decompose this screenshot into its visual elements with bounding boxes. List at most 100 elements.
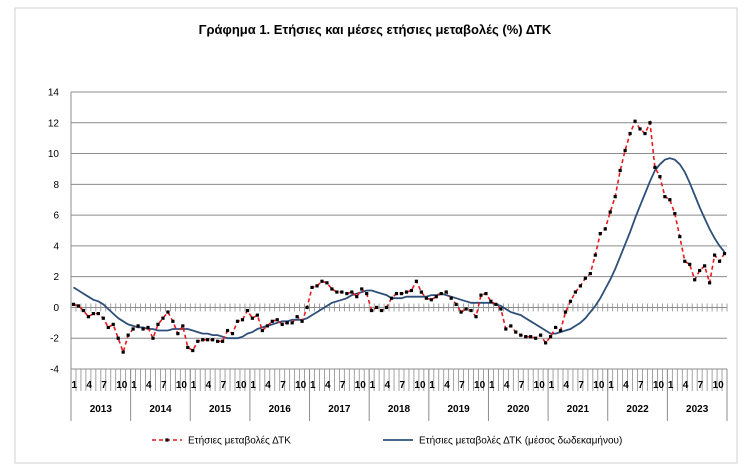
month-tick-label: 10	[235, 380, 247, 391]
data-point-annual	[325, 281, 329, 285]
data-point-annual	[196, 339, 200, 343]
data-point-annual	[131, 327, 135, 331]
chart-frame	[14, 7, 738, 464]
data-point-annual	[643, 131, 647, 136]
month-tick-label: 1	[191, 380, 197, 391]
data-point-annual	[370, 308, 374, 313]
data-point-annual	[529, 335, 533, 339]
data-point-annual	[623, 148, 627, 153]
series-line-average	[73, 157, 726, 340]
month-tick-label: 1	[131, 380, 137, 391]
month-tick-label: 7	[101, 380, 107, 391]
data-point-annual	[593, 253, 597, 257]
data-point-annual	[265, 324, 269, 328]
year-label: 2017	[328, 404, 351, 415]
data-point-annual	[81, 308, 86, 313]
month-tick-label: 7	[638, 380, 644, 391]
month-tick-label: 10	[653, 380, 665, 391]
data-point-annual	[384, 305, 389, 310]
month-tick-label: 10	[534, 380, 546, 391]
data-point-annual	[558, 328, 563, 333]
month-tick-label: 7	[519, 380, 525, 391]
year-label: 2020	[507, 404, 530, 415]
data-point-annual	[255, 313, 259, 317]
data-point-annual	[459, 310, 463, 314]
data-point-annual	[628, 131, 632, 136]
year-label: 2023	[686, 404, 709, 415]
data-point-annual	[563, 310, 568, 314]
data-point-annual	[474, 315, 478, 319]
data-point-annual	[186, 345, 190, 350]
year-label: 2016	[269, 404, 292, 415]
y-tick-label: -4	[50, 365, 59, 376]
data-point-annual	[275, 318, 279, 322]
data-point-annual	[230, 332, 235, 336]
data-point-annual	[603, 227, 607, 231]
data-point-annual	[211, 338, 215, 342]
month-tick-label: 1	[250, 380, 256, 391]
data-point-annual	[703, 264, 707, 268]
data-point-annual	[633, 119, 637, 123]
data-point-annual	[484, 291, 488, 296]
data-point-annual	[519, 333, 523, 337]
data-point-annual	[345, 291, 349, 296]
data-point-annual	[499, 307, 503, 311]
data-point-annual	[270, 319, 274, 323]
data-point-annual	[220, 339, 225, 343]
data-point-annual	[350, 290, 354, 294]
legend-label-average: Ετήσιες μεταβολές ΔΤΚ (μέσος δωδεκαμήνου…	[419, 435, 622, 447]
data-point-annual	[514, 330, 518, 334]
data-point-annual	[280, 322, 284, 326]
month-tick-label: 4	[86, 380, 92, 391]
data-point-annual	[335, 290, 339, 294]
year-label: 2018	[388, 404, 411, 415]
data-point-annual	[181, 324, 185, 328]
y-tick-label: 6	[53, 211, 59, 222]
data-point-annual	[464, 307, 468, 311]
data-point-annual	[330, 287, 334, 291]
data-point-annual	[111, 322, 115, 326]
data-point-annual	[613, 195, 617, 199]
data-point-annual	[449, 296, 453, 300]
month-tick-label: 1	[71, 380, 77, 391]
data-point-annual	[399, 291, 404, 296]
month-tick-label: 4	[563, 380, 569, 391]
data-point-annual	[712, 253, 717, 257]
data-point-annual	[71, 302, 76, 306]
data-point-annual	[722, 251, 727, 256]
month-tick-label: 10	[295, 380, 307, 391]
data-point-annual	[479, 293, 483, 297]
data-point-annual	[156, 322, 160, 326]
month-tick-label: 1	[668, 380, 674, 391]
data-point-annual	[300, 319, 304, 323]
data-point-annual	[86, 315, 90, 319]
data-point-annual	[688, 262, 692, 266]
data-point-annual	[216, 339, 220, 343]
month-tick-label: 1	[489, 380, 495, 391]
data-point-annual	[101, 316, 105, 320]
month-tick-label: 4	[444, 380, 450, 391]
data-point-annual	[91, 312, 95, 316]
data-point-annual	[136, 324, 140, 328]
month-tick-label: 10	[593, 380, 605, 391]
data-point-annual	[693, 278, 697, 282]
year-label: 2019	[448, 404, 471, 415]
year-label: 2022	[626, 404, 649, 415]
y-tick-label: -2	[50, 334, 59, 345]
year-label: 2021	[567, 404, 590, 415]
y-tick-label: 10	[48, 149, 60, 160]
month-tick-label: 7	[578, 380, 584, 391]
data-point-annual	[375, 305, 379, 310]
data-point-annual	[315, 284, 319, 288]
y-tick-label: 8	[53, 180, 59, 191]
data-point-annual	[583, 276, 587, 280]
legend-label-annual: Ετήσιες μεταβολές ΔΤΚ	[188, 435, 291, 447]
data-point-annual	[126, 333, 130, 337]
data-point-annual	[414, 279, 418, 283]
data-point-annual	[365, 291, 369, 296]
month-tick-label: 4	[385, 380, 391, 391]
data-point-annual	[424, 296, 428, 300]
month-tick-label: 10	[414, 380, 426, 391]
data-point-annual	[166, 310, 170, 314]
